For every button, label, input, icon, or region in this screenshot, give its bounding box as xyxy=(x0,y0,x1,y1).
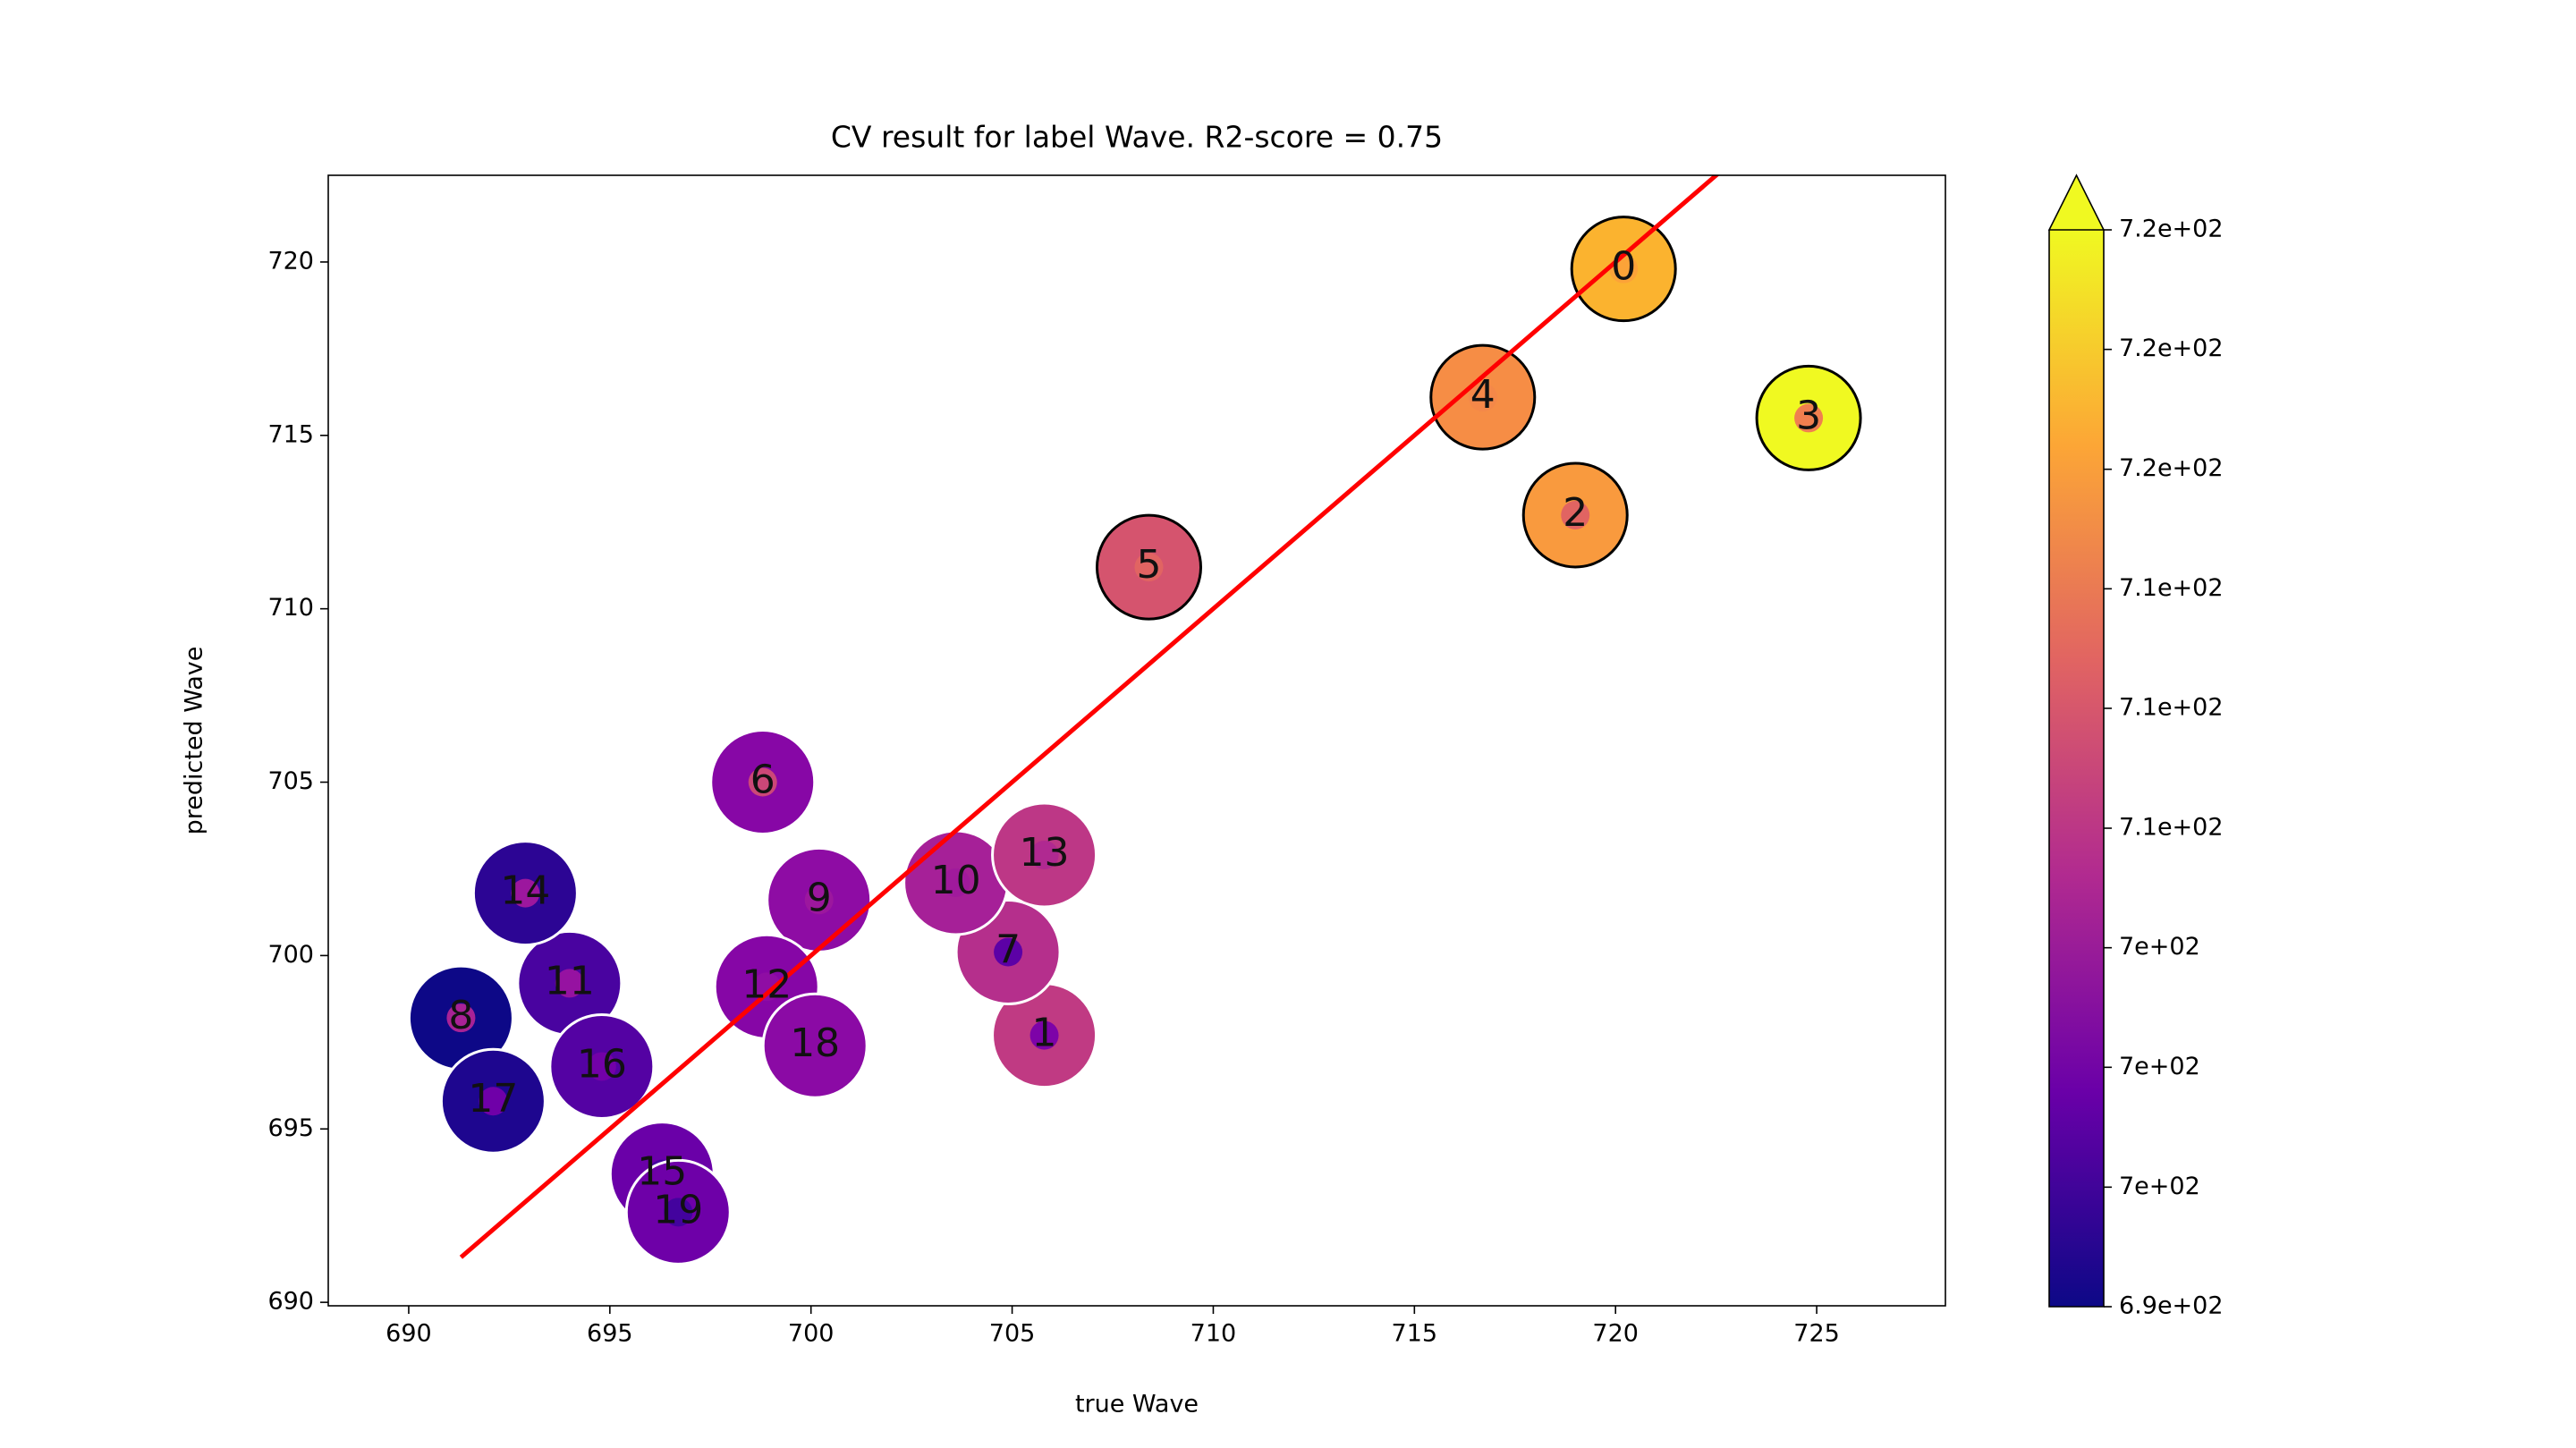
colorbar-tick-label: 7.2e+02 xyxy=(2119,216,2224,243)
colorbar-tick-label: 7e+02 xyxy=(2119,933,2200,961)
point-inner xyxy=(664,1198,693,1227)
colorbar-tick-label: 7.2e+02 xyxy=(2119,454,2224,482)
point-inner xyxy=(1030,840,1059,869)
point-label: 11 xyxy=(545,958,595,1003)
point-inner xyxy=(1134,553,1164,582)
point-inner xyxy=(1794,403,1824,433)
point-label: 19 xyxy=(653,1187,703,1232)
point-inner xyxy=(555,969,584,998)
colorbar-frame xyxy=(2048,230,2105,1308)
point-inner xyxy=(994,937,1023,967)
point-inner xyxy=(752,972,782,1002)
point-label: 18 xyxy=(790,1020,840,1066)
point-label: 9 xyxy=(807,875,832,920)
point-label: 16 xyxy=(577,1041,627,1087)
colorbar-tick-label: 7.1e+02 xyxy=(2119,814,2224,842)
point-label: 13 xyxy=(1020,830,1070,876)
point-inner xyxy=(1561,500,1590,529)
y-tick-label: 705 xyxy=(267,767,314,795)
point-label: 12 xyxy=(741,961,792,1007)
reference-line xyxy=(459,175,1720,1259)
point-label: 5 xyxy=(1136,542,1161,588)
x-tick-label: 720 xyxy=(1592,1320,1639,1348)
colorbar-tick-label: 7.2e+02 xyxy=(2119,334,2224,362)
point-label: 4 xyxy=(1470,372,1496,418)
point-label: 17 xyxy=(468,1076,518,1122)
y-tick-label: 700 xyxy=(267,941,314,969)
y-axis-label: predicted Wave xyxy=(181,647,208,835)
x-tick-label: 690 xyxy=(386,1320,432,1348)
point-label: 0 xyxy=(1611,244,1636,290)
y-tick-label: 715 xyxy=(267,420,314,448)
point-inner xyxy=(801,1031,830,1061)
colorbar-extend xyxy=(2047,174,2106,231)
point-inner xyxy=(587,1052,616,1081)
colorbar-tick-label: 7.1e+02 xyxy=(2119,693,2224,721)
colorbar-tick-label: 7.1e+02 xyxy=(2119,574,2224,602)
colorbar xyxy=(2049,230,2104,1307)
point-inner xyxy=(1468,383,1497,412)
point-label: 10 xyxy=(931,858,981,903)
point-inner xyxy=(511,878,540,908)
y-tick-label: 710 xyxy=(267,594,314,622)
point-label: 15 xyxy=(637,1149,687,1195)
point-label: 2 xyxy=(1563,490,1588,536)
x-axis-label: true Wave xyxy=(1075,1391,1199,1418)
x-tick-label: 705 xyxy=(989,1320,1036,1348)
y-tick-label: 720 xyxy=(267,247,314,275)
point-inner xyxy=(1030,1020,1059,1050)
point-label: 7 xyxy=(996,927,1021,973)
point-inner xyxy=(479,1087,508,1116)
colorbar-tick-label: 6.9e+02 xyxy=(2119,1292,2224,1320)
axes-frame xyxy=(327,174,1946,1307)
x-tick-label: 725 xyxy=(1793,1320,1840,1348)
point-inner xyxy=(748,767,777,797)
chart-title: CV result for label Wave. R2-score = 0.7… xyxy=(831,120,1443,155)
y-tick-label: 695 xyxy=(267,1114,314,1142)
point-inner xyxy=(941,868,970,897)
point-inner xyxy=(804,885,834,915)
point-label: 1 xyxy=(1032,1011,1057,1056)
point-label: 6 xyxy=(750,758,775,803)
colorbar-tick-label: 7e+02 xyxy=(2119,1173,2200,1200)
x-tick-label: 700 xyxy=(788,1320,835,1348)
point-inner xyxy=(446,1003,476,1033)
x-tick-label: 715 xyxy=(1392,1320,1438,1348)
colorbar-tick-label: 7e+02 xyxy=(2119,1053,2200,1080)
y-tick-label: 690 xyxy=(267,1288,314,1316)
point-label: 14 xyxy=(500,868,550,914)
point-label: 8 xyxy=(448,993,473,1038)
x-tick-label: 695 xyxy=(587,1320,633,1348)
point-label: 3 xyxy=(1796,393,1821,438)
x-tick-label: 710 xyxy=(1191,1320,1237,1348)
